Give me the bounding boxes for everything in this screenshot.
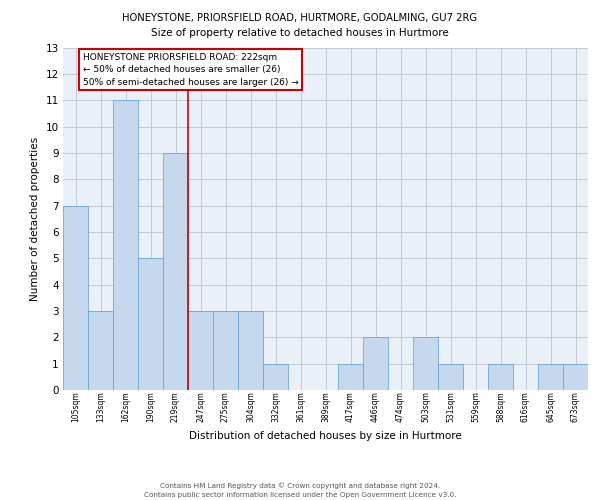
Bar [88,311,113,390]
Y-axis label: Number of detached properties: Number of detached properties [30,136,40,301]
X-axis label: Distribution of detached houses by size in Hurtmore: Distribution of detached houses by size … [189,430,462,440]
Bar [163,153,188,390]
Bar [363,338,388,390]
Bar [413,338,438,390]
Text: HONEYSTONE PRIORSFIELD ROAD: 222sqm
← 50% of detached houses are smaller (26)
50: HONEYSTONE PRIORSFIELD ROAD: 222sqm ← 50… [83,53,299,87]
Bar [113,100,138,390]
Text: Contains public sector information licensed under the Open Government Licence v3: Contains public sector information licen… [144,492,456,498]
Bar [488,364,513,390]
Text: HONEYSTONE, PRIORSFIELD ROAD, HURTMORE, GODALMING, GU7 2RG: HONEYSTONE, PRIORSFIELD ROAD, HURTMORE, … [122,12,478,22]
Text: Size of property relative to detached houses in Hurtmore: Size of property relative to detached ho… [151,28,449,38]
Bar [188,311,213,390]
Bar [263,364,288,390]
Bar [63,206,88,390]
Bar [538,364,563,390]
Bar [338,364,363,390]
Bar [238,311,263,390]
Bar [438,364,463,390]
Bar [138,258,163,390]
Bar [213,311,238,390]
Bar [563,364,588,390]
Text: Contains HM Land Registry data © Crown copyright and database right 2024.: Contains HM Land Registry data © Crown c… [160,482,440,489]
